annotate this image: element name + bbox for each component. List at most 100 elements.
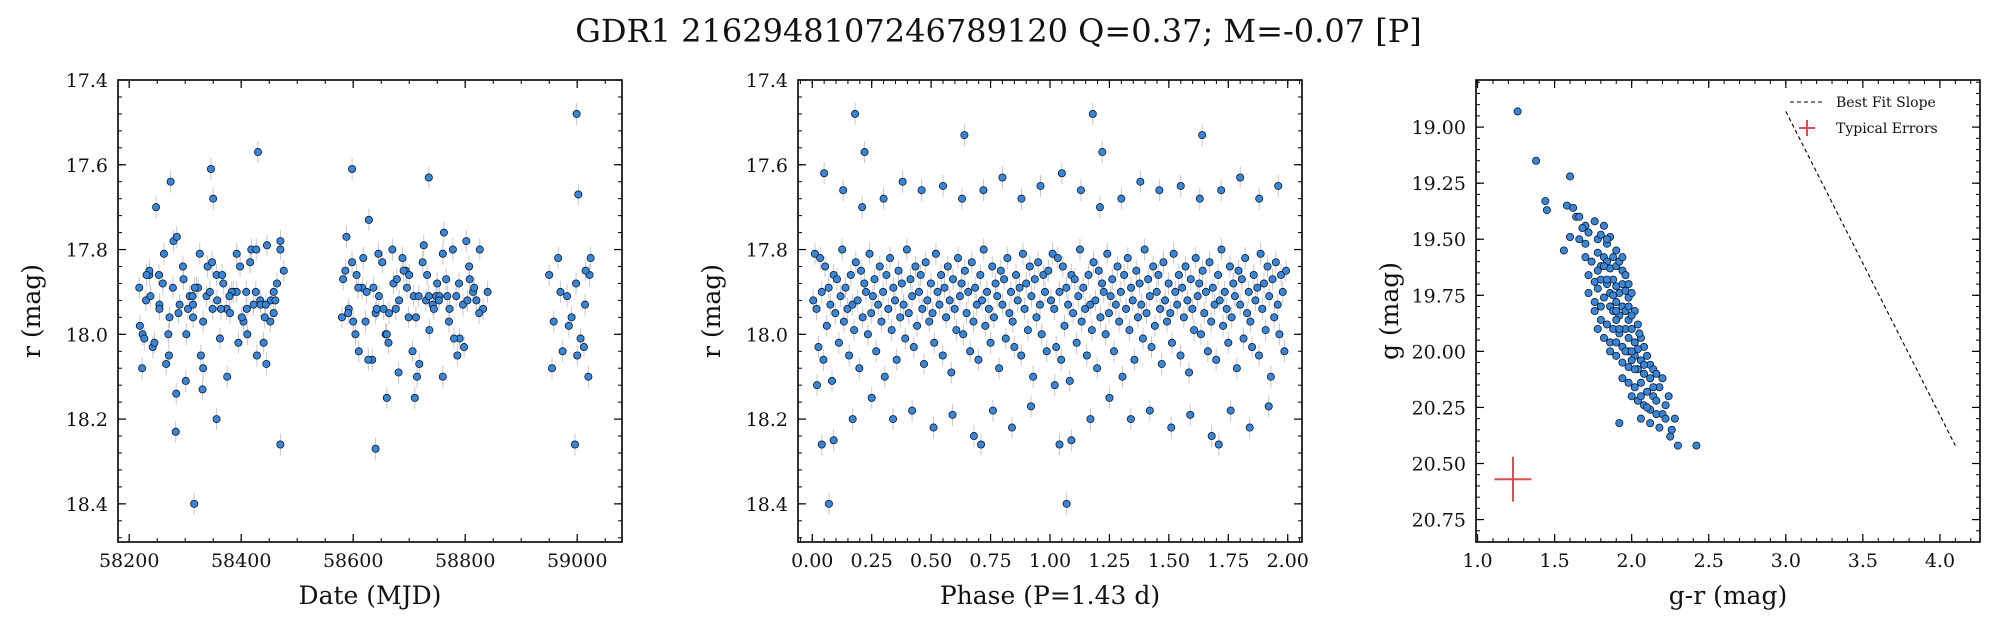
data-point — [976, 270, 985, 279]
data-point — [372, 304, 381, 313]
data-point — [581, 266, 590, 275]
data-point — [1630, 338, 1639, 347]
data-point — [1086, 415, 1095, 424]
data-point — [1091, 296, 1100, 305]
data-point — [991, 279, 1000, 288]
data-point — [1210, 300, 1219, 309]
data-point — [276, 237, 285, 246]
data-point — [1095, 203, 1104, 212]
data-point — [1123, 254, 1132, 263]
data-point — [198, 385, 207, 394]
data-point — [1627, 289, 1636, 298]
data-point — [1144, 275, 1153, 284]
data-point — [1048, 249, 1057, 258]
data-point — [832, 275, 841, 284]
data-point — [809, 296, 818, 305]
data-point — [545, 270, 554, 279]
data-point — [558, 347, 567, 356]
data-point — [1178, 283, 1187, 292]
x-tick-label: 1.25 — [1088, 550, 1130, 572]
data-point — [826, 300, 835, 309]
data-point — [1065, 376, 1074, 385]
data-point — [1227, 313, 1236, 322]
data-point — [851, 109, 860, 118]
data-point — [1196, 330, 1205, 339]
data-point — [1145, 292, 1154, 301]
data-point — [348, 258, 357, 267]
data-point — [928, 309, 937, 318]
data-point — [1666, 432, 1675, 441]
data-point — [1274, 181, 1283, 190]
y-tick-label: 20.25 — [1412, 397, 1466, 419]
data-point — [983, 287, 992, 296]
data-point — [209, 194, 218, 203]
data-point — [1581, 239, 1590, 248]
data-point — [1050, 381, 1059, 390]
data-point — [1032, 313, 1041, 322]
data-point — [1225, 262, 1234, 271]
data-point — [1127, 283, 1136, 292]
x-tick-label: 4.0 — [1925, 550, 1955, 572]
data-point — [1190, 326, 1199, 335]
data-point — [378, 258, 387, 267]
data-point — [894, 266, 903, 275]
data-point — [189, 300, 198, 309]
lightcurve-panel: 58200 58400 58600 58800 59000 17.4 17.6 17.8 18.… — [17, 70, 623, 610]
data-point — [996, 266, 1005, 275]
data-point — [172, 232, 181, 241]
data-point — [1186, 275, 1195, 284]
data-point — [810, 249, 819, 258]
data-point — [921, 258, 930, 267]
data-point — [181, 376, 190, 385]
best-fit-line — [1785, 111, 1956, 446]
data-point — [1266, 372, 1275, 381]
data-point — [1005, 309, 1014, 318]
data-point — [1624, 302, 1633, 311]
data-point — [475, 245, 484, 254]
color-magnitude-panel: 1.0 1.5 2.0 2.5 3.0 3.5 4.0 19.00 19.25 19.50 19.7… — [1375, 79, 1981, 610]
data-point — [860, 148, 869, 157]
data-point — [1104, 309, 1113, 318]
data-point — [959, 330, 968, 339]
data-point — [908, 292, 917, 301]
x-tick-label: 1.75 — [1207, 550, 1249, 572]
data-point — [861, 287, 870, 296]
data-point — [1195, 279, 1204, 288]
data-point — [442, 275, 451, 284]
data-point — [1249, 270, 1258, 279]
data-point — [1023, 326, 1032, 335]
data-point — [1599, 262, 1608, 271]
data-point — [1256, 249, 1265, 258]
data-point — [1265, 292, 1274, 301]
x-tick-label: 3.5 — [1848, 550, 1878, 572]
data-point — [962, 309, 971, 318]
data-point — [273, 279, 282, 288]
data-point — [189, 313, 198, 322]
data-point — [1077, 317, 1086, 326]
data-point — [1643, 351, 1652, 360]
data-point — [449, 334, 458, 343]
data-point — [887, 326, 896, 335]
data-point — [1212, 355, 1221, 364]
data-point — [413, 372, 422, 381]
data-point — [188, 292, 197, 301]
data-point — [135, 321, 144, 330]
data-point — [1241, 254, 1250, 263]
data-point — [1251, 296, 1260, 305]
data-point — [567, 313, 576, 322]
y-tick-label: 20.00 — [1412, 341, 1466, 363]
data-point — [171, 427, 180, 436]
data-point — [219, 279, 228, 288]
data-point — [1039, 270, 1048, 279]
data-point — [572, 109, 581, 118]
y-tick-label: 17.4 — [66, 70, 108, 92]
data-point — [408, 347, 417, 356]
data-point — [1239, 334, 1248, 343]
data-point — [937, 270, 946, 279]
data-point — [1079, 283, 1088, 292]
data-point — [978, 296, 987, 305]
data-point — [218, 270, 227, 279]
data-point — [391, 304, 400, 313]
data-point — [262, 241, 271, 250]
data-point — [1612, 246, 1621, 255]
